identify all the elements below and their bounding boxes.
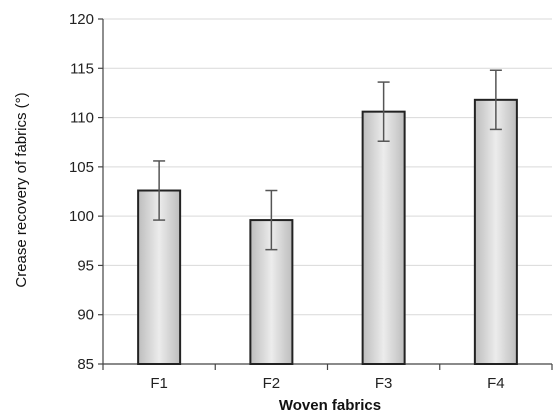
- x-tick-label: F4: [487, 375, 505, 392]
- y-tick-label: 115: [70, 60, 94, 77]
- y-tick-label: 95: [77, 257, 94, 274]
- y-tick-label: 120: [69, 11, 94, 28]
- bars: [137, 69, 518, 365]
- bar-f3: [361, 110, 406, 365]
- y-tick-label: 90: [77, 307, 94, 324]
- y-tick-label: 85: [77, 356, 94, 373]
- error-bar-f3: [377, 81, 390, 142]
- y-tick-label: 100: [69, 208, 94, 225]
- error-bar-f1: [153, 160, 166, 221]
- y-tick-label: 110: [70, 110, 94, 127]
- x-tick-label: F1: [150, 375, 168, 392]
- error-bar-f2: [265, 189, 278, 251]
- x-tick-label: F3: [375, 375, 393, 392]
- y-axis-title: Crease recovery of fabrics (°): [13, 92, 30, 287]
- x-tick-label: F2: [263, 375, 281, 392]
- tick-labels: 85 90 95 100 105 110 115 120 F1 F2 F3 F4: [69, 11, 505, 392]
- error-bar-f4: [489, 69, 502, 131]
- bar-f4: [473, 98, 518, 365]
- y-tick-label: 105: [69, 159, 94, 176]
- x-axis-title: Woven fabrics: [279, 397, 381, 414]
